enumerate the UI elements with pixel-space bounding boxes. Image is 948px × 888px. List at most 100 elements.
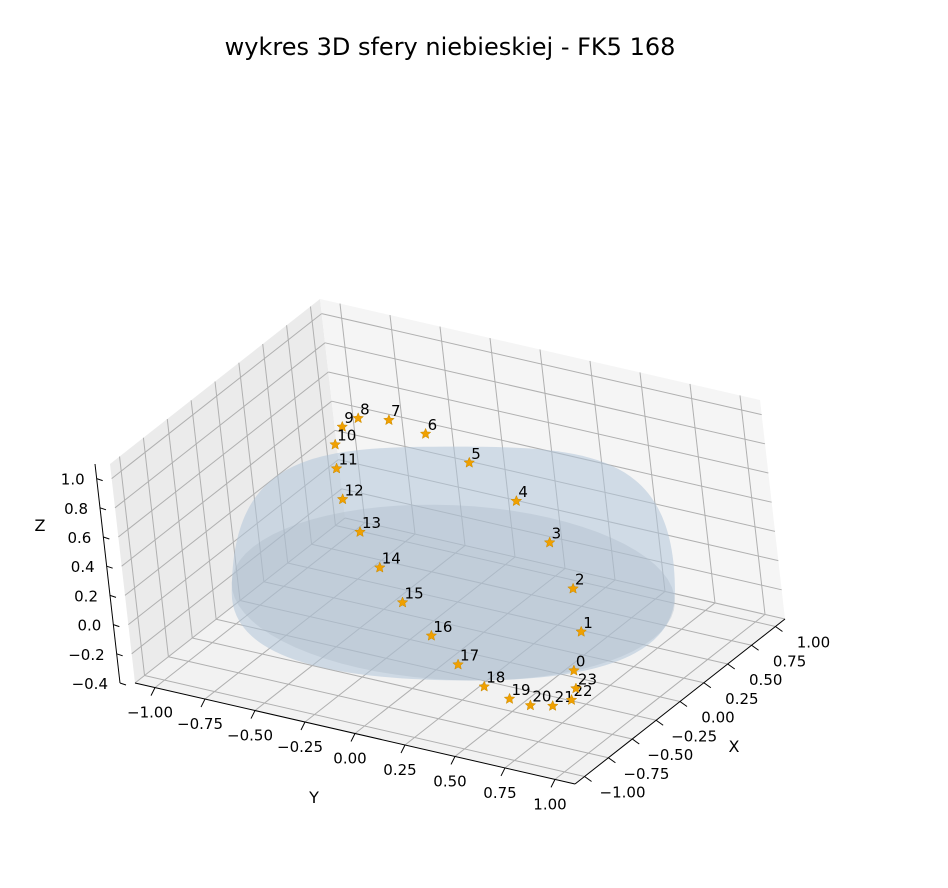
y-axis-label: Y (308, 788, 319, 807)
z-tick (96, 478, 103, 482)
left-grid-x (190, 400, 217, 620)
z-axis-line (94, 463, 121, 684)
y-tick-label: 1.00 (533, 795, 566, 813)
point-marker (336, 420, 349, 432)
x-tick-label: −0.25 (671, 727, 717, 745)
point-marker (575, 625, 588, 637)
chart-title: wykres 3D sfery niebieskiej - FK5 168 (225, 33, 676, 61)
point-label: 0 (576, 653, 586, 671)
y-tick-label: 0.00 (333, 750, 366, 768)
z-tick (116, 653, 123, 657)
x-tick (584, 776, 592, 782)
x-tick-label: −0.50 (647, 746, 693, 764)
point-marker (383, 413, 395, 426)
point-label: 20 (532, 687, 551, 705)
z-tick (119, 682, 127, 686)
x-tick (655, 719, 664, 726)
y-tick (350, 733, 356, 742)
equator-disk (231, 504, 675, 681)
point-marker (396, 596, 409, 608)
x-tick (727, 663, 736, 670)
floor-grid-y (554, 614, 766, 780)
point-marker (510, 494, 523, 507)
point-label: 1 (583, 614, 593, 632)
point-marker (524, 699, 537, 711)
z-tick (103, 536, 110, 540)
back-grid-z (321, 313, 762, 416)
floor-grid-y (504, 602, 716, 769)
point-marker (452, 658, 464, 670)
z-tick-label: 0.0 (77, 617, 101, 635)
point-marker (463, 456, 476, 468)
point-marker (503, 692, 516, 704)
z-tick-label: 0.4 (71, 558, 95, 576)
point-label: 23 (578, 670, 597, 688)
point-label: 14 (382, 550, 401, 568)
x-tick-label: −0.75 (623, 765, 669, 783)
point-marker (425, 629, 438, 641)
back-grid-z (324, 342, 766, 445)
x-tick-label: 0.50 (749, 671, 782, 689)
point-marker (329, 438, 342, 450)
point-marker (336, 493, 349, 505)
y-tick-label: −1.00 (127, 704, 173, 722)
point-marker (567, 582, 579, 594)
left-grid-z (111, 313, 322, 479)
point-label: 13 (362, 514, 381, 532)
point-marker (330, 462, 343, 474)
point-label: 18 (486, 669, 505, 687)
point-label: 16 (433, 618, 452, 636)
x-tick-label: −1.00 (600, 784, 646, 802)
point-marker (568, 664, 580, 676)
back-grid-y (739, 395, 766, 615)
z-tick-label: 0.8 (64, 500, 88, 518)
left-grid-x (142, 437, 169, 657)
y-tick-label: 0.50 (433, 772, 466, 790)
y-tick-label: 0.75 (483, 784, 516, 802)
z-tick-label: −0.4 (72, 675, 108, 693)
x-tick (751, 644, 759, 651)
point-label: 19 (512, 681, 531, 699)
x-tick (608, 757, 616, 764)
y-tick-label: 0.25 (383, 761, 416, 779)
z-tick-label: 0.2 (74, 587, 98, 605)
left-grid-z (118, 371, 329, 538)
axis-labels: X Y Z (35, 516, 740, 807)
point-label: 7 (391, 402, 401, 420)
point-marker (419, 427, 432, 439)
y-tick-label: −0.75 (177, 715, 223, 733)
x-tick-label: 0.25 (725, 690, 758, 708)
z-tick (106, 565, 113, 569)
point-label: 5 (471, 445, 481, 463)
point-label: 2 (575, 571, 585, 589)
point-label: 17 (460, 647, 479, 665)
x-tick (775, 626, 783, 632)
z-tick (113, 624, 120, 628)
point-marker (546, 699, 559, 711)
z-tick-label: −0.2 (68, 646, 104, 664)
point-marker (352, 412, 365, 424)
floor-grid-x (144, 675, 585, 777)
x-axis-label: X (729, 737, 740, 756)
x-tick-label: 0.00 (701, 709, 734, 727)
point-label: 6 (428, 416, 438, 434)
left-grid-z (124, 430, 336, 596)
z-tick (109, 594, 117, 598)
point-label: 9 (344, 409, 354, 427)
y-tick (250, 710, 256, 719)
left-grid-x (166, 418, 193, 639)
z-tick-label: 1.0 (61, 471, 85, 489)
y-tick (400, 744, 406, 754)
floor-grid-x (168, 656, 609, 759)
point-label: 11 (339, 451, 358, 469)
y-tick (550, 779, 556, 788)
y-tick (150, 687, 156, 696)
point-label: 8 (360, 400, 370, 418)
point-marker (354, 525, 366, 538)
y-tick-label: −0.50 (227, 727, 273, 745)
floor-grid-x (192, 637, 633, 740)
left-grid-z (114, 342, 326, 509)
back-grid-y (689, 383, 716, 603)
axis-lines: −1.00−0.75−0.50−0.250.000.250.500.751.00… (61, 463, 830, 813)
